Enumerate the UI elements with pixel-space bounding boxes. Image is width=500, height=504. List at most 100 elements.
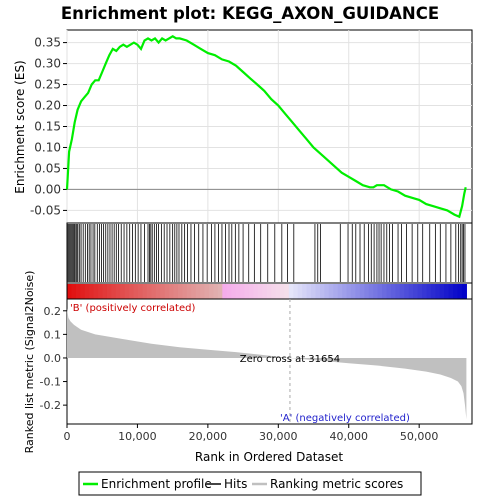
colorbar-segment [120, 284, 126, 299]
colorbar-segment [315, 284, 321, 299]
positively-correlated-label: 'B' (positively correlated) [70, 303, 195, 314]
colorbar-segment [448, 284, 454, 299]
rank-y-tick-label: 0.0 [44, 352, 62, 365]
colorbar-segment [288, 284, 294, 299]
colorbar-segment [231, 284, 237, 299]
colorbar-segment [306, 284, 312, 299]
colorbar-segment [279, 284, 286, 299]
colorbar-segment [275, 284, 281, 299]
rank-y-tick-label: -0.2 [40, 399, 61, 412]
colorbar-segment [71, 284, 77, 299]
colorbar-segment [342, 284, 348, 299]
colorbar-segment [302, 284, 308, 299]
colorbar-segment [111, 284, 117, 299]
colorbar-segment [382, 284, 388, 299]
rank-y-tick-label: -0.1 [40, 376, 61, 389]
colorbar-segment [257, 284, 263, 299]
colorbar-segment [297, 284, 303, 299]
colorbar-segment [421, 284, 428, 299]
y-tick-label: 0.30 [34, 57, 61, 71]
legend-hits-label: Hits [224, 477, 247, 491]
colorbar-segment [444, 284, 450, 299]
colorbar-segment [137, 284, 144, 299]
colorbar-segment [75, 284, 81, 299]
colorbar-segment [461, 284, 467, 299]
enrichment-profile-line [65, 35, 467, 219]
colorbar-segment [439, 284, 445, 299]
colorbar-segment [142, 284, 148, 299]
colorbar-segment [235, 284, 241, 299]
colorbar-segment [368, 284, 374, 299]
ranked-list-y-axis-label: Ranked list metric (Signal2Noise) [23, 271, 36, 454]
colorbar-segment [115, 284, 121, 299]
colorbar-segment [355, 284, 361, 299]
colorbar-segment [359, 284, 365, 299]
colorbar-segment [417, 284, 423, 299]
colorbar-segment [208, 284, 215, 299]
colorbar-segment [200, 284, 206, 299]
colorbar-segment [373, 284, 379, 299]
colorbar-segment [364, 284, 370, 299]
colorbar-segment [350, 284, 357, 299]
colorbar-segment [271, 284, 277, 299]
colorbar-segment [155, 284, 161, 299]
hits-panel [67, 224, 466, 282]
colorbar-segment [395, 284, 401, 299]
colorbar-segment [89, 284, 95, 299]
enrichment-y-axis-label: Enrichment score (ES) [13, 60, 27, 193]
colorbar-segment [98, 284, 104, 299]
colorbar-segment [333, 284, 339, 299]
colorbar-segment [293, 284, 299, 299]
colorbar-segment [84, 284, 90, 299]
x-tick-label: 20,000 [189, 430, 228, 443]
ranking-colorbar [67, 284, 467, 299]
colorbar-segment [328, 284, 334, 299]
colorbar-segment [102, 284, 108, 299]
y-tick-label: 0.10 [34, 140, 61, 154]
x-axis-label: Rank in Ordered Dataset [195, 450, 343, 464]
chart-title: Enrichment plot: KEGG_AXON_GUIDANCE [61, 4, 439, 23]
colorbar-segment [426, 284, 432, 299]
colorbar-segment [346, 284, 352, 299]
y-tick-label: 0.15 [34, 120, 61, 134]
colorbar-segment [311, 284, 317, 299]
colorbar-segment [226, 284, 232, 299]
colorbar-segment [377, 284, 383, 299]
colorbar-segment [399, 284, 405, 299]
negatively-correlated-label: 'A' (negatively correlated) [280, 413, 410, 424]
legend: Enrichment profile Hits Ranking metric s… [78, 471, 422, 496]
y-tick-label: 0.05 [34, 161, 61, 175]
colorbar-segment [244, 284, 250, 299]
y-tick-label: 0.20 [34, 99, 61, 113]
colorbar-segment [204, 284, 210, 299]
colorbar-segment [191, 284, 197, 299]
legend-ranking-label: Ranking metric scores [270, 477, 403, 491]
x-tick-label: 0 [64, 430, 71, 443]
colorbar-segment [177, 284, 183, 299]
zero-cross-label: Zero cross at 31654 [240, 354, 340, 365]
rank-y-tick-label: 0.1 [44, 328, 62, 341]
colorbar-segment [284, 284, 290, 299]
colorbar-segment [133, 284, 139, 299]
colorbar-segment [213, 284, 219, 299]
colorbar-segment [169, 284, 175, 299]
colorbar-segment [186, 284, 192, 299]
y-tick-label: 0.00 [34, 182, 61, 196]
hits-panel-frame [66, 222, 473, 284]
colorbar-segment [266, 284, 272, 299]
colorbar-segment [217, 284, 223, 299]
colorbar-segment [435, 284, 441, 299]
colorbar-segment [430, 284, 436, 299]
colorbar-segment [106, 284, 112, 299]
colorbar-segment [408, 284, 414, 299]
legend-box [78, 471, 422, 496]
colorbar-segment [262, 284, 268, 299]
colorbar-segment [253, 284, 259, 299]
colorbar-segment [160, 284, 166, 299]
colorbar-segment [337, 284, 343, 299]
colorbar-segment [390, 284, 396, 299]
colorbar-segment [164, 284, 170, 299]
colorbar-segment [453, 284, 459, 299]
